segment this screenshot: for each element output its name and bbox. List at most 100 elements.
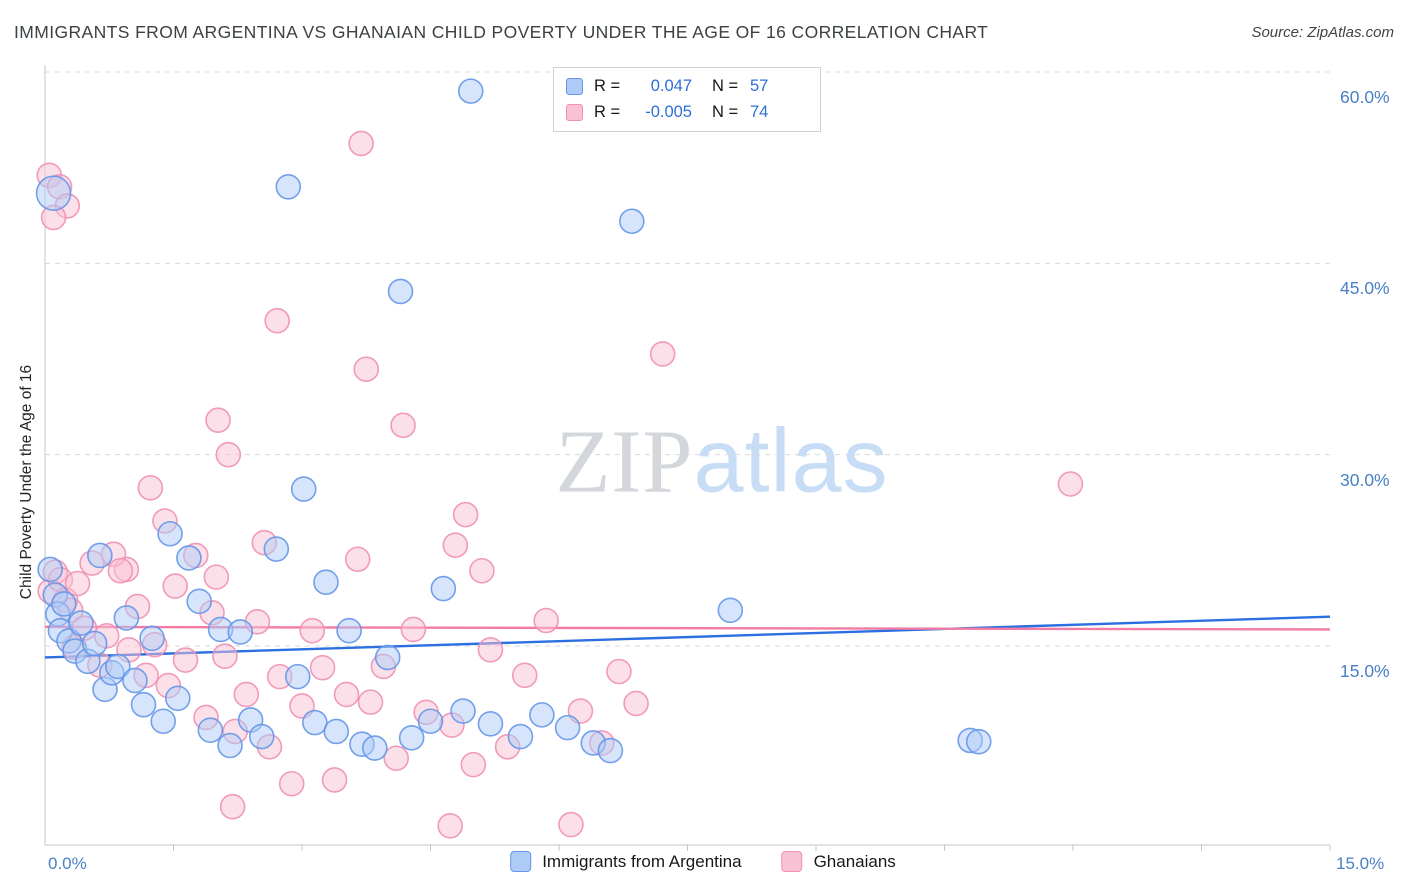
scatter-point <box>323 718 350 745</box>
scatter-point <box>227 619 254 645</box>
scatter-point <box>275 173 302 200</box>
scatter-point <box>137 475 164 501</box>
scatter-point <box>623 690 649 717</box>
scatter-point <box>212 643 238 670</box>
pink-legend-swatch <box>781 851 803 872</box>
r-value-blue: 0.047 <box>650 77 692 95</box>
scatter-point <box>398 725 425 751</box>
scatter-point <box>477 711 504 737</box>
scatter-point <box>558 811 584 838</box>
scatter-point <box>383 745 410 772</box>
scatter-point <box>64 570 91 597</box>
scatter-point <box>554 714 581 741</box>
trendline <box>44 615 1331 659</box>
scatter-point <box>387 278 414 305</box>
scatter-point <box>233 681 260 708</box>
scatter-point <box>217 732 243 759</box>
scatter-point <box>460 751 487 778</box>
x-axis-min-label: 0.0% <box>48 854 87 873</box>
scatter-point <box>263 536 290 562</box>
scatter-point <box>264 307 290 334</box>
stats-legend-box: R = 0.047 N = 57 R = -0.005 N = 74 <box>553 67 821 132</box>
scatter-point <box>417 708 444 735</box>
scatter-point <box>619 208 645 235</box>
y-tick-label: 30.0% <box>1340 469 1390 490</box>
scatter-point <box>278 770 305 797</box>
n-value-pink: 74 <box>750 103 769 121</box>
blue-legend-swatch <box>510 851 532 872</box>
scatter-point <box>333 681 360 708</box>
scatter-point <box>597 737 624 764</box>
scatter-point <box>302 709 328 736</box>
watermark-zip-text: ZIP <box>555 412 694 512</box>
scatter-point <box>81 630 108 657</box>
y-tick-label: 45.0% <box>1340 278 1390 299</box>
scatter-point <box>321 767 348 793</box>
scatter-point <box>507 723 534 750</box>
scatter-point <box>362 735 388 761</box>
scatter-point <box>87 542 113 569</box>
scatter-point <box>219 793 246 820</box>
scatter-point <box>290 476 317 502</box>
scatter-point <box>172 647 199 673</box>
legend-label-argentina: Immigrants from Argentina <box>542 851 742 871</box>
scatter-point <box>284 663 311 690</box>
n-value-blue: 57 <box>750 77 769 95</box>
stats-row-argentina: R = 0.047 N = 57 <box>566 77 808 96</box>
scatter-point <box>374 644 401 671</box>
scatter-point <box>162 573 189 599</box>
scatter-point <box>203 564 230 590</box>
scatter-point <box>400 616 427 643</box>
scatter-point <box>176 545 202 571</box>
scatter-point <box>68 610 94 636</box>
scatter-point <box>164 685 191 712</box>
x-axis-max-label: 15.0% <box>1336 854 1385 873</box>
scatter-point <box>533 607 559 634</box>
chart-title: IMMIGRANTS FROM ARGENTINA VS GHANAIAN CH… <box>14 22 989 42</box>
scatter-point <box>477 637 504 663</box>
scatter-point <box>51 591 77 617</box>
scatter-point <box>299 617 326 644</box>
scatter-point <box>469 557 495 584</box>
pink-series-swatch <box>566 104 583 121</box>
scatter-point <box>452 501 479 528</box>
scatter-point <box>309 654 336 681</box>
scatter-point <box>344 546 371 573</box>
scatter-point <box>197 717 224 743</box>
scatter-point <box>529 702 555 728</box>
scatter-point <box>205 407 231 434</box>
scatter-point <box>348 130 374 157</box>
scatter-point <box>390 412 416 439</box>
y-tick-label: 60.0% <box>1340 86 1390 107</box>
scatter-point <box>139 625 165 652</box>
scatter-point <box>113 605 140 631</box>
scatter-point <box>430 575 457 602</box>
scatter-point <box>457 78 484 104</box>
legend-item-argentina: Immigrants from Argentina <box>510 851 742 872</box>
r-label: R = <box>594 77 621 95</box>
legend-label-ghanaians: Ghanaians <box>813 851 896 871</box>
scatter-point <box>649 341 676 367</box>
scatter-point <box>965 728 992 755</box>
watermark-atlas-text: atlas <box>693 411 889 512</box>
legend-item-ghanaians: Ghanaians <box>781 851 896 872</box>
scatter-point <box>313 569 339 596</box>
scatter-point <box>157 520 183 547</box>
series-legend: Immigrants from Argentina Ghanaians <box>510 851 896 872</box>
n-label: N = <box>712 103 739 121</box>
blue-series-swatch <box>566 78 583 95</box>
scatter-point <box>35 175 72 211</box>
scatter-point <box>130 691 157 718</box>
scatter-point <box>450 698 476 724</box>
scatter-point <box>357 689 384 715</box>
scatter-point <box>511 662 538 689</box>
scatter-point <box>717 597 744 624</box>
scatter-point <box>437 813 464 839</box>
scatter-point <box>353 356 380 383</box>
scatter-point <box>336 617 362 644</box>
source-link[interactable]: Source: ZipAtlas.com <box>1251 24 1394 41</box>
r-label: R = <box>594 103 621 121</box>
y-axis-label: Child Poverty Under the Age of 16 <box>18 364 35 600</box>
